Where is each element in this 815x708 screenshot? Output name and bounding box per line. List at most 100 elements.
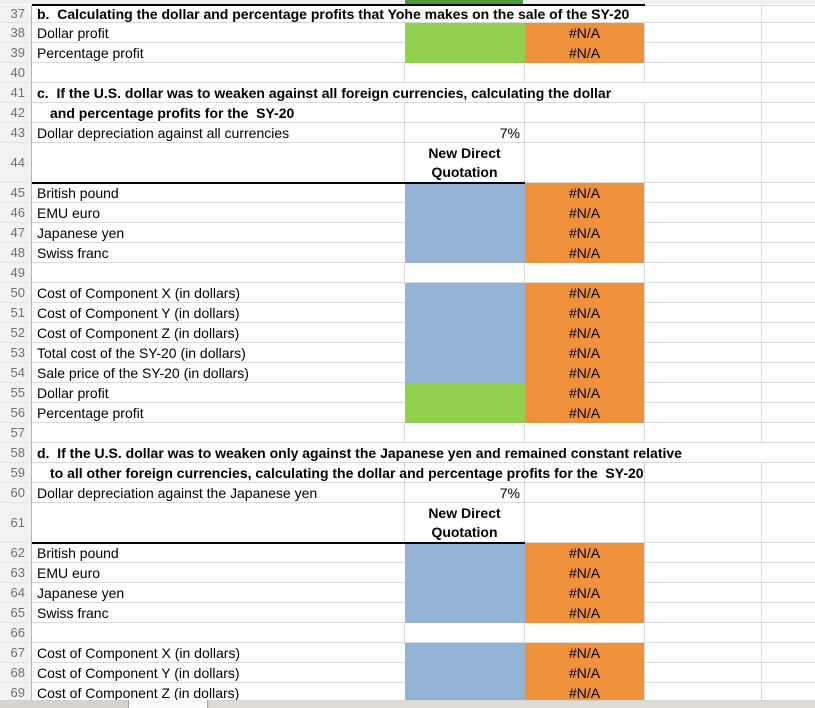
cell-label[interactable]: Total cost of the SY-20 (in dollars)	[32, 343, 405, 363]
cell-empty[interactable]	[762, 243, 815, 263]
row-number[interactable]: 64	[0, 583, 32, 603]
cell-empty[interactable]	[762, 5, 815, 23]
cell-error-result[interactable]: #N/A	[525, 363, 645, 383]
row-number[interactable]: 38	[0, 23, 32, 43]
cell-empty[interactable]	[645, 83, 762, 103]
row-number[interactable]: 48	[0, 243, 32, 263]
cell-input[interactable]	[405, 343, 525, 363]
row-number[interactable]: 57	[0, 423, 32, 443]
cell-empty[interactable]	[525, 483, 645, 503]
cell-input[interactable]	[405, 223, 525, 243]
cell-error-result[interactable]: #N/A	[525, 403, 645, 423]
cell-empty[interactable]	[762, 483, 815, 503]
cell-empty[interactable]	[762, 223, 815, 243]
row-number[interactable]: 67	[0, 643, 32, 663]
section-heading-cell[interactable]: to all other foreign currencies, calcula…	[32, 463, 644, 483]
row-number[interactable]: 46	[0, 203, 32, 223]
cell-empty[interactable]	[645, 23, 762, 43]
cell-empty[interactable]	[762, 423, 815, 443]
cell-label[interactable]: British pound	[32, 543, 405, 563]
cell-empty[interactable]	[645, 543, 762, 563]
cell-empty[interactable]	[525, 463, 645, 483]
cell-empty[interactable]	[525, 623, 645, 643]
cell-empty[interactable]	[645, 383, 762, 403]
row-number[interactable]: 65	[0, 603, 32, 623]
section-heading-cell[interactable]: b. Calculating the dollar and percentage…	[32, 5, 629, 23]
active-sheet-tab[interactable]	[128, 700, 208, 708]
cell-error-result[interactable]: #N/A	[525, 543, 645, 563]
cell-label[interactable]	[32, 623, 405, 643]
cell-label[interactable]	[32, 263, 405, 283]
cell-empty[interactable]	[645, 503, 762, 543]
cell-error-result[interactable]: #N/A	[525, 203, 645, 223]
cell-empty[interactable]	[762, 583, 815, 603]
cell-label[interactable]: Dollar profit	[32, 23, 405, 43]
cell-empty[interactable]	[645, 143, 762, 183]
cell-empty[interactable]	[525, 123, 645, 143]
row-number[interactable]: 49	[0, 263, 32, 283]
cell-empty[interactable]	[645, 603, 762, 623]
cell-empty[interactable]	[762, 103, 815, 123]
row-number[interactable]: 45	[0, 183, 32, 203]
cell-label[interactable]: Japanese yen	[32, 583, 405, 603]
row-number[interactable]: 50	[0, 283, 32, 303]
row-number[interactable]: 41	[0, 83, 32, 103]
cell-label[interactable]	[32, 423, 405, 443]
cell-empty[interactable]	[405, 463, 525, 483]
cell-error-result[interactable]: #N/A	[525, 243, 645, 263]
cell-error-result[interactable]: #N/A	[525, 223, 645, 243]
cell-empty[interactable]	[405, 5, 525, 23]
cell-empty[interactable]	[645, 463, 762, 483]
cell-label[interactable]: Japanese yen	[32, 223, 405, 243]
row-number[interactable]: 47	[0, 223, 32, 243]
cell-input[interactable]	[405, 583, 525, 603]
cell-empty[interactable]	[525, 63, 645, 83]
cell-error-result[interactable]: #N/A	[525, 383, 645, 403]
cell-empty[interactable]	[645, 103, 762, 123]
cell-depreciation-value[interactable]: 7%	[405, 483, 525, 503]
cell-empty[interactable]	[762, 643, 815, 663]
cell-depreciation-value[interactable]: 7%	[405, 123, 525, 143]
cell-empty[interactable]	[762, 43, 815, 63]
cell-label[interactable]: Cost of Component X (in dollars)	[32, 283, 405, 303]
cell-empty[interactable]	[405, 83, 525, 103]
cell-empty[interactable]	[525, 443, 645, 463]
cell-empty[interactable]	[762, 263, 815, 283]
cell-error-result[interactable]: #N/A	[525, 563, 645, 583]
cell-input[interactable]	[405, 203, 525, 223]
cell-empty[interactable]	[405, 423, 525, 443]
cell-column-header[interactable]: New Direct Quotation	[405, 143, 525, 183]
cell-empty[interactable]	[645, 323, 762, 343]
cell-empty[interactable]	[762, 543, 815, 563]
cell-label[interactable]: Dollar profit	[32, 383, 405, 403]
cell-empty[interactable]	[762, 23, 815, 43]
cell-empty[interactable]	[762, 403, 815, 423]
cell-input[interactable]	[405, 603, 525, 623]
row-number[interactable]: 42	[0, 103, 32, 123]
cell-empty[interactable]	[762, 183, 815, 203]
cell-input[interactable]	[405, 363, 525, 383]
cell-error-result[interactable]: #N/A	[525, 183, 645, 203]
section-heading-cell[interactable]: d. If the U.S. dollar was to weaken only…	[32, 443, 682, 463]
row-number[interactable]: 44	[0, 143, 32, 183]
cell-label[interactable]: Percentage profit	[32, 403, 405, 423]
cell-empty[interactable]	[645, 123, 762, 143]
cell-input[interactable]	[405, 403, 525, 423]
cell-error-result[interactable]: #N/A	[525, 43, 645, 63]
row-number[interactable]: 63	[0, 563, 32, 583]
row-number[interactable]: 39	[0, 43, 32, 63]
cell-error-result[interactable]: #N/A	[525, 283, 645, 303]
cell-label[interactable]	[32, 503, 405, 543]
cell-input[interactable]	[405, 323, 525, 343]
cell-empty[interactable]	[525, 503, 645, 543]
cell-label[interactable]	[32, 63, 405, 83]
cell-label[interactable]: Dollar depreciation against the Japanese…	[32, 483, 405, 503]
row-number[interactable]: 59	[0, 463, 32, 483]
cell-empty[interactable]	[525, 83, 645, 103]
cell-empty[interactable]	[525, 143, 645, 183]
cell-empty[interactable]	[762, 563, 815, 583]
row-number[interactable]: 68	[0, 663, 32, 683]
cell-empty[interactable]	[645, 363, 762, 383]
cell-column-header[interactable]: New Direct Quotation	[405, 503, 525, 543]
row-number[interactable]: 54	[0, 363, 32, 383]
